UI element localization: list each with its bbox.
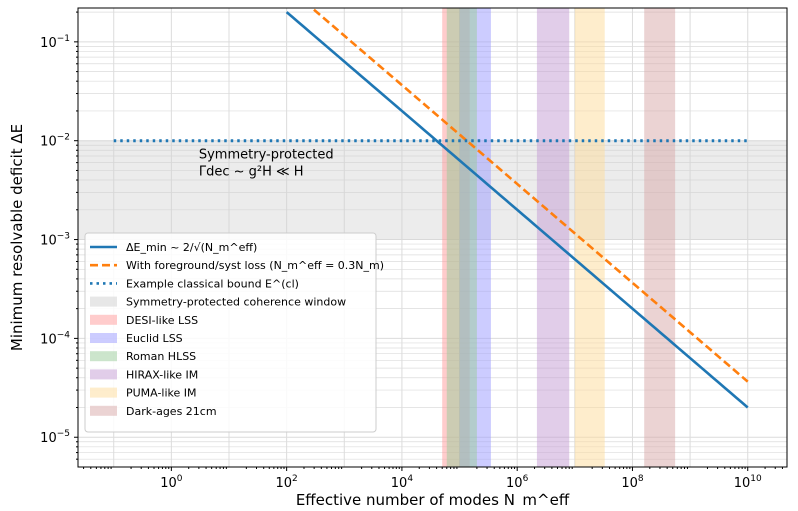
series-line-0 bbox=[285, 11, 749, 409]
region-band bbox=[78, 140, 787, 240]
y-tick-label: 10−3 bbox=[40, 232, 70, 249]
x-tick-label: 100 bbox=[160, 474, 183, 491]
legend-box bbox=[84, 232, 377, 433]
legend-label: Symmetry-protected coherence window bbox=[126, 296, 346, 309]
legend-label: Example classical bound E^(cl) bbox=[126, 277, 299, 290]
legend-label: DESI-like LSS bbox=[126, 314, 198, 327]
legend: ΔE_min ~ 2/√(N_m^eff) With foreground/sys… bbox=[84, 232, 384, 433]
y-tick-label: 10−4 bbox=[40, 330, 70, 347]
x-tick-label: 1010 bbox=[734, 474, 762, 491]
x-axis-label: Effective number of modes N_m^eff bbox=[296, 491, 570, 507]
region-band bbox=[644, 8, 676, 467]
legend-patch bbox=[90, 296, 117, 307]
y-tick-label: 10−5 bbox=[40, 429, 70, 446]
y-axis-label: Minimum resolvable deficit ΔE bbox=[8, 124, 26, 351]
x-tick-label: 108 bbox=[621, 474, 644, 491]
legend-patch bbox=[90, 314, 117, 325]
x-tick-label: 102 bbox=[275, 474, 297, 491]
legend-label: Euclid LSS bbox=[126, 332, 183, 345]
legend-label: With foreground/syst loss (N_m^eff = 0.3… bbox=[126, 259, 384, 272]
region-band bbox=[536, 8, 570, 467]
x-tick-label: 106 bbox=[506, 474, 529, 491]
legend-label: HIRAX-like IM bbox=[126, 368, 198, 381]
legend-label: Dark-ages 21cm bbox=[126, 405, 217, 418]
annotation-line1: Symmetry-protected bbox=[199, 147, 334, 162]
legend-patch bbox=[90, 351, 117, 362]
region-band bbox=[446, 8, 477, 467]
y-tick-label: 10−2 bbox=[40, 133, 70, 150]
legend-patch bbox=[90, 405, 117, 416]
series-line-1 bbox=[310, 8, 749, 383]
plot-frame bbox=[77, 7, 788, 468]
legend-patch bbox=[90, 333, 117, 343]
x-tick-label: 104 bbox=[391, 474, 414, 491]
y-tick-label: 10−1 bbox=[40, 34, 70, 51]
legend-label: PUMA-like IM bbox=[126, 387, 197, 400]
legend-label: Roman HLSS bbox=[126, 350, 196, 363]
annotation-line2: Γdec ~ g²H ≪ H bbox=[199, 164, 304, 179]
legend-label: ΔE_min ~ 2/√(N_m^eff) bbox=[126, 241, 257, 254]
legend-patch bbox=[90, 369, 117, 380]
plot-area bbox=[78, 8, 787, 467]
legend-patch bbox=[90, 387, 117, 398]
